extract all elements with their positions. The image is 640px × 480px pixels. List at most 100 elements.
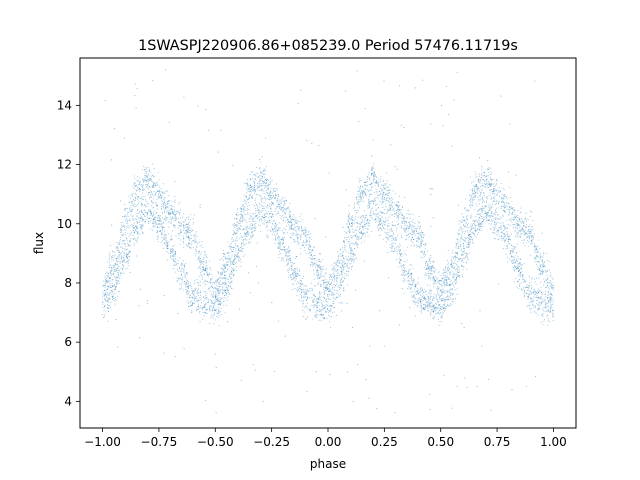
data-point: [397, 216, 399, 218]
data-point: [326, 308, 328, 310]
data-point: [117, 249, 119, 251]
data-point: [279, 214, 281, 216]
data-point: [298, 237, 300, 239]
data-point: [261, 201, 263, 203]
data-point: [481, 217, 483, 219]
data-point: [486, 216, 488, 218]
data-point: [162, 240, 164, 242]
data-point: [544, 280, 546, 282]
data-point: [404, 239, 407, 241]
data-point: [471, 203, 473, 205]
data-point: [349, 257, 352, 260]
data-point: [287, 272, 289, 274]
data-point: [430, 123, 432, 125]
data-point: [445, 269, 447, 271]
data-point: [400, 225, 402, 227]
data-point: [297, 289, 299, 291]
data-point: [107, 300, 109, 302]
data-point: [223, 288, 225, 291]
data-point: [395, 259, 397, 261]
data-point: [375, 213, 377, 215]
data-point: [506, 257, 508, 259]
data-point: [121, 229, 123, 231]
data-point: [350, 249, 352, 251]
data-point: [184, 280, 186, 282]
data-point: [162, 204, 164, 206]
data-point: [188, 291, 191, 293]
data-point: [356, 238, 358, 241]
data-point: [224, 291, 226, 293]
data-point: [194, 297, 196, 299]
data-point: [126, 267, 128, 269]
data-point: [495, 227, 497, 230]
data-point: [427, 292, 430, 294]
data-point: [518, 287, 520, 289]
data-point: [440, 311, 442, 314]
data-point: [356, 233, 358, 235]
data-point: [194, 234, 196, 236]
data-point: [314, 218, 316, 220]
data-point: [139, 177, 141, 179]
data-point: [260, 210, 262, 212]
data-point: [433, 318, 435, 320]
data-point: [460, 249, 462, 251]
data-point: [123, 260, 125, 262]
data-point: [377, 207, 380, 209]
data-point: [119, 231, 122, 233]
data-point: [409, 288, 411, 290]
data-point: [209, 307, 211, 309]
data-point: [312, 288, 314, 290]
data-point: [210, 282, 212, 284]
data-point: [148, 192, 150, 194]
data-point: [404, 231, 407, 233]
data-point: [468, 243, 470, 246]
data-point: [492, 178, 494, 180]
data-point: [176, 213, 178, 215]
data-point: [127, 264, 129, 267]
data-point: [298, 270, 300, 272]
data-point: [208, 288, 210, 290]
data-point: [367, 222, 369, 224]
data-point: [385, 199, 387, 201]
data-point: [537, 290, 539, 292]
data-point: [413, 227, 415, 229]
data-point: [200, 260, 202, 262]
data-point: [165, 206, 167, 208]
data-point: [113, 284, 115, 286]
data-point: [250, 189, 252, 191]
data-point: [384, 231, 386, 233]
data-point: [115, 260, 117, 262]
data-point: [290, 259, 292, 261]
data-point: [109, 294, 111, 296]
data-point: [224, 279, 226, 281]
data-point: [232, 223, 234, 225]
data-point: [480, 174, 482, 176]
data-point: [372, 162, 374, 164]
data-point: [500, 190, 502, 192]
data-point: [517, 275, 519, 277]
data-point: [387, 220, 389, 222]
data-point: [333, 274, 335, 276]
data-point: [441, 284, 443, 286]
data-point: [365, 195, 368, 197]
data-point: [466, 262, 468, 264]
data-point: [139, 188, 141, 191]
data-point: [544, 269, 546, 271]
data-point: [117, 275, 119, 277]
data-point: [337, 255, 339, 257]
data-point: [128, 202, 130, 204]
data-point: [149, 195, 151, 197]
data-point: [282, 258, 284, 260]
data-point: [116, 258, 118, 260]
data-point: [388, 192, 390, 194]
data-point: [277, 206, 279, 208]
data-point: [455, 277, 458, 279]
data-point: [105, 272, 107, 274]
data-point: [522, 264, 524, 266]
data-point: [172, 252, 174, 254]
data-point: [145, 179, 147, 182]
data-point: [265, 189, 267, 191]
data-point: [164, 226, 166, 228]
data-point: [383, 192, 385, 194]
data-point: [248, 188, 250, 190]
